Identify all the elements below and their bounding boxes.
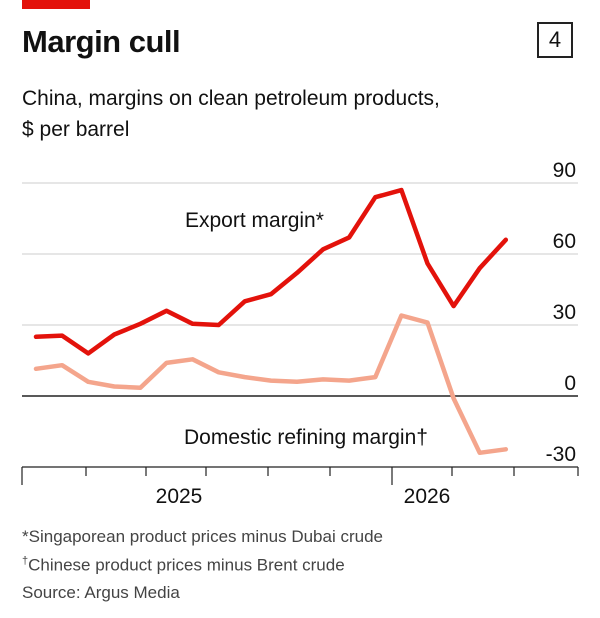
series-labels: Export margin* Domestic refining margin† [184, 209, 428, 449]
export-margin-label: Export margin* [185, 209, 324, 232]
chart-subtitle: China, margins on clean petroleum produc… [22, 83, 542, 145]
export-margin-line [33, 187, 509, 356]
footnote-export-text: Singaporean product prices minus Dubai c… [28, 527, 383, 546]
footnote-export-definition: *Singaporean product prices minus Dubai … [22, 528, 383, 545]
subtitle-line-1: China, margins on clean petroleum produc… [22, 87, 440, 110]
y-tick-label: 90 [553, 159, 576, 182]
footnote-mark-asterisk: * [22, 527, 29, 546]
subtitle-line-2: $ per barrel [22, 118, 130, 141]
y-tick-label: -30 [546, 443, 576, 466]
footnote-source: Source: Argus Media [22, 583, 180, 602]
domestic-margin-line [33, 313, 509, 456]
footnote-domestic-definition: †Chinese product prices minus Brent crud… [22, 556, 345, 574]
series-lines [33, 187, 509, 456]
y-axis-tick-labels: 90 60 30 0 -30 [546, 159, 576, 466]
footnote-mark-dagger: † [22, 555, 29, 567]
brand-accent-bar [22, 0, 90, 9]
footnote-domestic-text: Chinese product prices minus Brent crude [28, 555, 345, 575]
x-axis: 2025 2026 [21, 466, 579, 508]
x-tick-label: 2026 [404, 485, 451, 508]
y-tick-label: 30 [553, 301, 576, 324]
chart-number-badge: 4 [537, 22, 573, 58]
y-tick-label: 60 [553, 230, 576, 253]
domestic-margin-label: Domestic refining margin† [184, 426, 428, 449]
x-tick-label: 2025 [156, 485, 203, 508]
y-tick-label: 0 [564, 372, 576, 395]
chart-title: Margin cull [22, 24, 181, 59]
